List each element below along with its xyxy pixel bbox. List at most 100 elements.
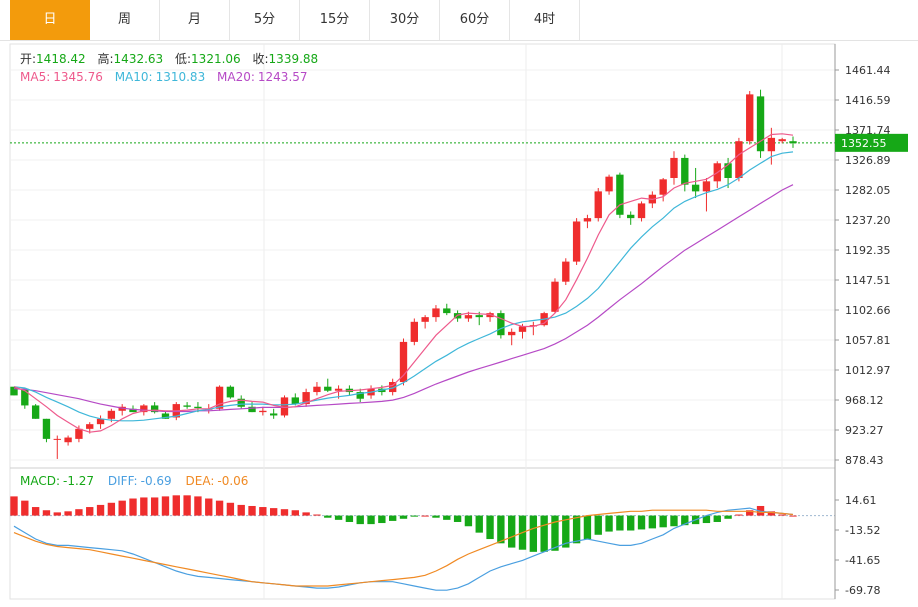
macd-bar xyxy=(637,515,646,530)
candle-body xyxy=(583,218,592,222)
candle-body xyxy=(691,184,700,192)
tab-5min[interactable]: 5分 xyxy=(230,0,300,40)
macd-bar xyxy=(205,498,213,516)
macd-bar xyxy=(118,500,126,516)
tab-week[interactable]: 周 xyxy=(90,0,160,40)
price-axis: 1461.44 1416.59 1371.74 1326.89 1282.05 1237.… xyxy=(834,44,891,599)
candle-body xyxy=(475,315,483,318)
macd-bar xyxy=(107,502,116,516)
macd-label: MACD: xyxy=(20,474,60,488)
ma10-label: MA10: xyxy=(115,70,153,84)
macd-bar xyxy=(670,515,678,527)
macd-bar xyxy=(659,515,667,528)
kline-chart[interactable]: 1461.44 1416.59 1371.74 1326.89 1282.05 1237.… xyxy=(0,40,918,603)
candle-body xyxy=(399,341,408,383)
candle-body xyxy=(291,397,299,405)
open-value: 1418.42 xyxy=(36,52,86,66)
macd-bar xyxy=(746,510,754,516)
ma-legend: MA5: 1345.76 MA10: 1310.83 MA20: 1243.57 xyxy=(20,70,308,84)
candle-body xyxy=(756,96,765,152)
candle-body xyxy=(681,157,689,185)
chart-area[interactable]: 1461.44 1416.59 1371.74 1326.89 1282.05 1237.… xyxy=(0,40,918,603)
price-tick-label: 1461.44 xyxy=(845,64,891,77)
tab-month[interactable]: 月 xyxy=(160,0,230,40)
candle-body xyxy=(735,141,743,178)
candle-body xyxy=(432,308,440,318)
macd-bar xyxy=(605,515,613,532)
macd-bar xyxy=(508,515,516,548)
ma5-line xyxy=(13,133,794,433)
macd-bar xyxy=(583,515,592,540)
macd-bar xyxy=(410,515,418,517)
candle-body xyxy=(551,281,559,312)
price-tick-label: 968.12 xyxy=(845,394,884,407)
candle-body xyxy=(518,326,527,332)
tab-day[interactable]: 日 xyxy=(10,0,90,40)
candle-body xyxy=(215,386,224,409)
macd-bar xyxy=(226,502,235,516)
ohlc-legend: 开:1418.42 高:1432.63 低:1321.06 收:1339.88 xyxy=(20,51,318,66)
candle-body xyxy=(86,424,94,429)
macd-bar xyxy=(421,515,429,517)
macd-bar xyxy=(789,515,797,517)
candlestick-series xyxy=(10,89,797,459)
ma5-value: 1345.76 xyxy=(53,70,103,84)
price-tick-label: 1102.66 xyxy=(845,304,891,317)
candle-body xyxy=(248,406,256,413)
candle-body xyxy=(53,438,61,440)
macd-bar xyxy=(194,496,202,516)
macd-bar xyxy=(140,497,148,516)
candle-body xyxy=(302,392,310,405)
macd-bar xyxy=(291,510,299,516)
current-price-tag: 1352.55 xyxy=(835,133,908,152)
low-label: 低: xyxy=(175,52,191,66)
candle-body xyxy=(508,331,516,336)
macd-bar xyxy=(280,509,289,516)
macd-bar xyxy=(681,515,689,526)
tab-4hour[interactable]: 4时 xyxy=(510,0,580,40)
macd-bar xyxy=(432,515,440,518)
dea-label: DEA: xyxy=(186,474,215,488)
tab-15min[interactable]: 15分 xyxy=(300,0,370,40)
candle-body xyxy=(64,437,72,443)
candle-body xyxy=(486,313,494,318)
price-tick-label: 1416.59 xyxy=(845,94,891,107)
macd-bar xyxy=(129,498,137,516)
macd-legend: MACD: -1.27 DIFF: -0.69 DEA: -0.06 xyxy=(20,474,248,488)
macd-bar xyxy=(356,515,364,525)
macd-bar xyxy=(464,515,473,527)
moving-average-lines xyxy=(13,133,794,433)
macd-bar xyxy=(161,496,170,516)
macd-bar xyxy=(53,512,61,516)
open-label: 开: xyxy=(20,52,36,66)
ma20-line xyxy=(13,184,794,413)
macd-lines xyxy=(13,507,794,591)
candle-body xyxy=(21,388,29,406)
macd-bar xyxy=(562,515,570,548)
candle-body xyxy=(324,386,332,391)
macd-bar xyxy=(150,497,159,516)
tab-60min[interactable]: 60分 xyxy=(440,0,510,40)
candle-body xyxy=(562,261,570,282)
macd-bar xyxy=(616,515,624,531)
macd-bar xyxy=(551,515,559,551)
macd-bar xyxy=(443,515,451,520)
tab-30min[interactable]: 30分 xyxy=(370,0,440,40)
macd-bar xyxy=(86,507,94,516)
candle-body xyxy=(183,405,191,407)
ma20-value: 1243.57 xyxy=(258,70,308,84)
macd-bar xyxy=(497,515,505,544)
macd-bar xyxy=(313,514,321,516)
macd-bar xyxy=(735,514,743,516)
macd-bar xyxy=(21,500,29,516)
candle-body xyxy=(778,139,786,142)
macd-bar xyxy=(96,504,105,516)
candle-body xyxy=(767,137,776,152)
candle-body xyxy=(237,398,245,407)
macd-tick-label: -41.65 xyxy=(845,554,880,567)
period-tab-bar: 日 周 月 5分 15分 30分 60分 4时 xyxy=(0,0,918,41)
price-tick-label: 1371.74 xyxy=(845,124,891,137)
candle-body xyxy=(42,418,51,439)
price-tick-label: 1326.89 xyxy=(845,154,891,167)
macd-bar xyxy=(378,515,386,524)
